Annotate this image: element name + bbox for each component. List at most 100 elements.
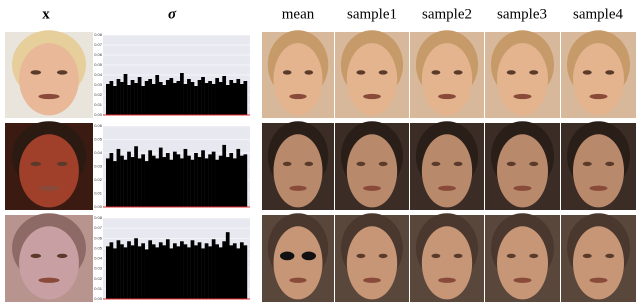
mouth: [514, 278, 532, 283]
bar: [148, 150, 152, 207]
bar: [191, 82, 195, 115]
bar: [236, 248, 240, 299]
bar: [233, 158, 237, 207]
bar: [180, 73, 184, 115]
bar: [194, 86, 198, 115]
bar: [201, 150, 205, 207]
bar: [236, 79, 240, 115]
eye: [356, 254, 365, 258]
face: [19, 43, 79, 115]
bar: [184, 149, 188, 207]
bar: [177, 81, 181, 115]
face-image: [410, 30, 484, 118]
bar: [205, 83, 209, 115]
bar: [215, 244, 219, 299]
eye: [507, 70, 516, 74]
mouth: [38, 186, 59, 191]
eye: [529, 254, 538, 258]
face-image: [335, 30, 409, 118]
bar: [152, 244, 156, 299]
bar: [127, 241, 131, 299]
mouth: [590, 278, 608, 283]
eye: [304, 70, 313, 74]
mouth: [363, 186, 381, 191]
column-header: sample1: [347, 6, 397, 22]
eye: [454, 162, 463, 166]
eye: [304, 162, 313, 166]
eye: [379, 70, 388, 74]
bar: [222, 145, 226, 207]
bar: [205, 243, 209, 299]
bar: [145, 249, 149, 299]
bar: [215, 78, 219, 115]
y-tick-label: 0.03: [94, 266, 103, 271]
bar: [173, 243, 177, 299]
bar: [240, 156, 244, 207]
bar: [138, 77, 142, 115]
y-tick-label: 0.08: [94, 215, 103, 220]
bar: [131, 157, 135, 207]
face-image: [485, 121, 560, 210]
column-header: sample4: [573, 6, 623, 22]
bar: [166, 153, 170, 207]
face: [19, 134, 79, 207]
mouth: [590, 186, 608, 191]
column-header: sample2: [422, 6, 472, 22]
face: [497, 134, 548, 207]
y-tick-label: 0.02: [94, 276, 103, 281]
face-image: [561, 30, 636, 118]
bar: [138, 246, 142, 299]
bar: [212, 84, 216, 115]
face-image: [5, 121, 93, 210]
eye: [57, 70, 68, 74]
bar: [233, 243, 237, 299]
y-tick-label: 0.01: [94, 286, 103, 291]
face: [573, 43, 624, 115]
face: [422, 226, 472, 299]
mouth: [38, 278, 59, 283]
face: [422, 134, 472, 207]
y-tick-label: 0.03: [94, 164, 103, 169]
bar: [159, 242, 163, 299]
bar: [113, 248, 117, 299]
y-tick-label: 0.02: [94, 177, 103, 182]
bar: [222, 76, 226, 115]
bar: [187, 156, 191, 207]
bar: [198, 242, 202, 299]
bar: [106, 84, 110, 115]
bar: [201, 248, 205, 299]
bar: [138, 158, 142, 207]
eye: [31, 162, 42, 166]
y-tick-label: 0.00: [94, 112, 103, 117]
bar: [243, 245, 247, 299]
face: [274, 43, 323, 115]
y-tick-label: 0.07: [94, 225, 103, 230]
bar: [166, 239, 170, 299]
bar: [117, 149, 121, 207]
bar: [131, 80, 135, 115]
face-image: [410, 121, 484, 210]
eye: [57, 162, 68, 166]
bar: [127, 85, 131, 115]
eye: [583, 254, 592, 258]
bar: [162, 157, 166, 207]
bar: [198, 157, 202, 207]
bar: [110, 242, 114, 299]
face-image: [262, 213, 334, 302]
bar: [243, 154, 247, 207]
mouth: [289, 278, 306, 283]
bar: [184, 244, 188, 299]
mouth: [289, 94, 306, 99]
bar: [117, 79, 121, 115]
bar: [110, 153, 114, 207]
bar: [159, 148, 163, 207]
eye: [57, 254, 68, 258]
eye: [605, 70, 614, 74]
mouth: [514, 94, 532, 99]
bar: [226, 232, 230, 299]
bar: [162, 245, 166, 299]
eye: [431, 254, 440, 258]
bar: [120, 82, 124, 115]
bar: [222, 241, 226, 299]
bar: [141, 154, 145, 207]
